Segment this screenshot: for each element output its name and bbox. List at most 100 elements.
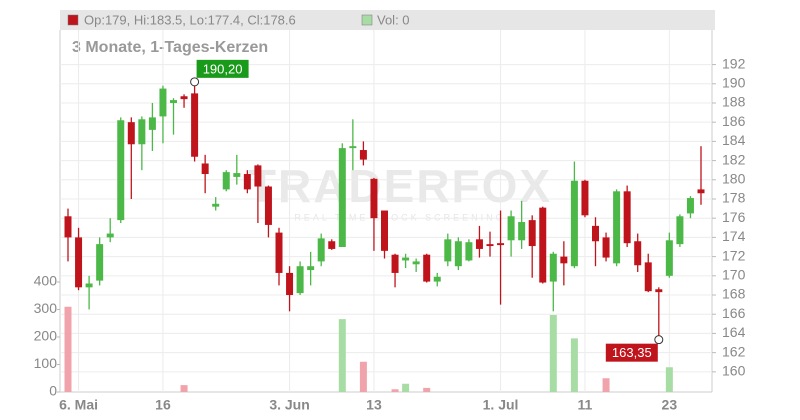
volume-bar <box>602 378 610 392</box>
y-tick-label: 162 <box>722 343 746 359</box>
watermark-sub: REAL TIME STOCK SCREENING <box>294 212 505 222</box>
volume-bar <box>402 383 410 392</box>
candle-body <box>402 257 410 261</box>
candle-body <box>549 253 557 282</box>
y-tick-label: 188 <box>722 94 746 110</box>
candle-body <box>328 241 336 249</box>
candle-body <box>539 207 547 283</box>
x-tick-label: 11 <box>578 397 593 413</box>
y-tick-label: 172 <box>722 247 746 263</box>
x-tick-label: 6. Mai <box>59 397 98 413</box>
candle-body <box>581 180 589 216</box>
candle-body <box>644 262 652 292</box>
y-tick-label: 192 <box>722 55 746 71</box>
candle-body <box>433 276 441 282</box>
candle-body <box>391 254 399 273</box>
x-tick-label: 16 <box>155 397 171 413</box>
candle-body <box>106 233 114 238</box>
candle-body <box>254 165 262 187</box>
candle-body <box>75 237 83 288</box>
candle-body <box>212 203 220 207</box>
annotation-marker <box>190 77 200 87</box>
annotation-box <box>196 59 249 78</box>
candle-body <box>634 241 642 266</box>
candle-body <box>138 119 146 145</box>
candle-body <box>623 191 631 244</box>
candle-body <box>518 222 526 241</box>
candle-body <box>697 189 705 194</box>
subtitle: 3 Monate, 1-Tages-Kerzen <box>72 39 268 56</box>
candle-body <box>117 120 125 221</box>
volume-bar <box>570 338 578 392</box>
candle-body <box>64 216 72 238</box>
candle-body <box>170 100 177 103</box>
y-tick-label: 166 <box>722 305 746 321</box>
candle-body <box>96 244 104 281</box>
legend-swatch <box>361 14 373 26</box>
candle-body <box>381 210 388 251</box>
annotation-marker <box>654 335 664 345</box>
candle-body <box>613 191 621 264</box>
annotation-label: 163,35 <box>612 345 652 360</box>
volume-tick-label: 100 <box>34 355 58 371</box>
y-tick-label: 170 <box>722 267 746 283</box>
candle-body <box>233 173 241 177</box>
candle-body <box>444 239 452 262</box>
candle-body <box>85 283 93 288</box>
candle-body <box>127 122 135 145</box>
candle-body <box>686 198 694 214</box>
candle-body <box>222 172 230 190</box>
y-tick-label: 164 <box>722 324 746 340</box>
volume-bar <box>180 385 188 392</box>
volume-tick-label: 400 <box>34 273 58 289</box>
candle-body <box>275 232 283 273</box>
candle-body <box>412 261 420 265</box>
volume-bar <box>338 319 346 392</box>
candle-body <box>191 93 199 157</box>
volume-tick-label: 0 <box>49 383 57 399</box>
candle-body <box>317 238 325 262</box>
candle-body <box>528 220 536 247</box>
candle-body <box>243 174 251 190</box>
candle-body <box>264 186 272 225</box>
candle-body <box>338 148 346 248</box>
volume-bar <box>359 361 367 392</box>
candle-body <box>454 241 462 267</box>
candle-body <box>507 216 515 241</box>
y-tick-label: 168 <box>722 286 746 302</box>
candle-body <box>602 237 610 258</box>
candle-body <box>286 272 294 296</box>
candle-body <box>159 88 167 117</box>
volume-tick-label: 300 <box>34 300 58 316</box>
watermark: TRADERFOX <box>248 160 552 212</box>
legend-swatch <box>67 14 79 26</box>
candle-body <box>296 266 304 294</box>
y-tick-label: 176 <box>722 209 746 225</box>
volume-bar <box>391 389 399 392</box>
volume-bar <box>64 306 72 392</box>
legend-text: Op:179, Hi:183.5, Lo:177.4, Cl:178.6 <box>84 12 296 27</box>
y-tick-label: 182 <box>722 151 746 167</box>
candle-body <box>665 240 673 276</box>
candle-body <box>655 289 663 293</box>
candle-body <box>486 244 494 247</box>
candle-body <box>370 178 378 219</box>
candle-body <box>180 96 188 100</box>
x-tick-label: 1. Jul <box>483 397 519 413</box>
candle-body <box>497 243 505 246</box>
volume-tick-label: 200 <box>34 328 58 344</box>
y-tick-label: 160 <box>722 363 746 379</box>
x-tick-label: 23 <box>662 397 678 413</box>
legend-band <box>60 10 715 30</box>
x-tick-label: 13 <box>366 397 382 413</box>
candle-body <box>423 254 431 282</box>
candle-body <box>307 266 315 271</box>
candle-body <box>148 117 156 130</box>
y-tick-label: 184 <box>722 132 746 148</box>
volume-bar <box>549 315 557 392</box>
candle-body <box>570 180 578 267</box>
candle-body <box>349 146 357 149</box>
y-tick-label: 186 <box>722 113 746 129</box>
candle-body <box>201 163 209 175</box>
